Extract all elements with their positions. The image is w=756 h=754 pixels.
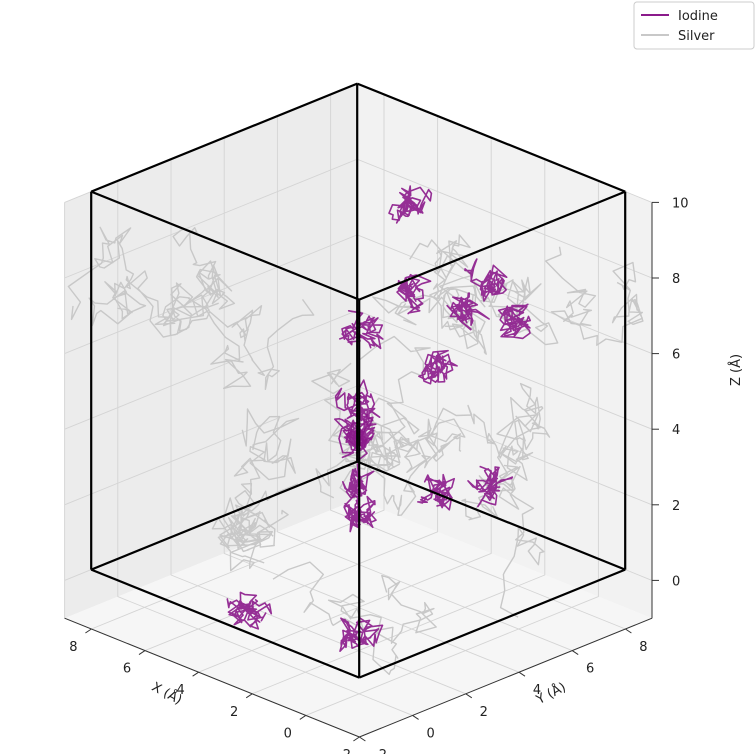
z-axis-label: Z (Å): [728, 354, 744, 386]
silver-trajectory: [162, 296, 315, 390]
silver-trajectory: [233, 408, 300, 512]
x-tick-mark: [192, 671, 199, 677]
y-tick-label: 8: [639, 640, 647, 655]
gridline-x: [91, 94, 385, 630]
x-tick-label: 2: [230, 705, 238, 720]
y-tick-mark: [412, 714, 419, 720]
iodine-trajectory: [396, 273, 432, 315]
gridline-y: [117, 180, 413, 716]
x-tick-label: 8: [69, 640, 77, 655]
y-tick-label: −2: [368, 748, 387, 754]
silver-trajectory: [67, 226, 147, 327]
y-tick-mark: [625, 628, 632, 634]
simulation-box: [90, 82, 627, 679]
y-tick-label: 2: [480, 705, 488, 720]
silver-trajectory: [394, 234, 478, 343]
x-tick-mark: [245, 693, 253, 699]
box-edge: [356, 460, 626, 571]
gridline-y: [276, 116, 573, 652]
box-edge: [90, 82, 358, 193]
y-tick-label: 0: [426, 726, 434, 741]
gridline-x: [305, 180, 599, 716]
silver-trajectory: [545, 246, 644, 346]
x-tick-label: −2: [332, 748, 351, 754]
iodine-trajectories: [226, 185, 532, 653]
legend-label-silver: Silver: [678, 29, 715, 44]
y-tick-mark: [465, 693, 473, 699]
iodine-trajectory: [418, 349, 458, 385]
box-edge: [358, 190, 626, 301]
box-edge: [356, 82, 626, 193]
legend-frame: [633, 1, 755, 50]
x-tick-label: 0: [284, 726, 292, 741]
silver-trajectory: [125, 260, 236, 338]
tick-labels: −2 0 2 4 6 8 −2 0 2 4 6 8 0 2 4 6 8 10: [69, 196, 688, 754]
silver-trajectory: [272, 561, 437, 676]
silver-trajectory: [394, 404, 509, 498]
axis-lines: [64, 201, 659, 742]
y-tick-mark: [518, 671, 526, 677]
z-tick-label: 4: [672, 423, 680, 438]
iodine-trajectory: [226, 591, 273, 630]
legend-label-iodine: Iodine: [678, 9, 718, 24]
gridline-x: [252, 159, 546, 695]
iodine-trajectory: [467, 465, 514, 508]
silver-trajectory: [311, 335, 431, 473]
silver-trajectory: [496, 382, 551, 481]
iodine-trajectory: [339, 616, 384, 653]
box-edge: [358, 568, 626, 679]
z-tick-label: 8: [672, 272, 680, 287]
iodine-trajectory: [388, 185, 433, 224]
iodine-trajectory: [464, 258, 508, 302]
z-tick-label: 0: [672, 574, 680, 589]
x-tick-mark: [85, 628, 92, 634]
gridline-y: [223, 137, 520, 673]
gridline-y: [170, 159, 466, 695]
iodine-trajectory: [497, 303, 532, 340]
iodine-trajectory: [338, 309, 384, 350]
x-tick-mark: [138, 650, 146, 656]
z-tick-label: 10: [672, 196, 689, 211]
silver-trajectory: [217, 490, 289, 572]
x-axis-line: [64, 617, 360, 738]
y-tick-label: 4: [533, 683, 541, 698]
box-edge: [90, 460, 358, 571]
silver-trajectory: [170, 226, 252, 390]
box-edge: [90, 568, 360, 679]
y-tick-mark: [571, 650, 579, 656]
pane-back-left: [357, 83, 652, 619]
iodine-trajectory: [343, 493, 377, 533]
box-edge: [90, 190, 360, 301]
y-tick-mark: [359, 736, 366, 742]
x-tick-mark: [299, 714, 307, 720]
z-tick-label: 2: [672, 499, 680, 514]
pane-back-right: [64, 83, 358, 619]
iodine-trajectory: [446, 292, 490, 331]
x-tick-label: 4: [176, 683, 184, 698]
z-tick-label: 6: [672, 348, 680, 363]
x-tick-label: 6: [123, 662, 131, 677]
iodine-trajectory: [416, 473, 456, 511]
legend: Iodine Silver: [633, 1, 755, 50]
gridline-y: [330, 94, 626, 630]
y-tick-label: 6: [586, 662, 594, 677]
x-tick-mark: [353, 736, 360, 742]
y-axis-line: [359, 617, 653, 738]
